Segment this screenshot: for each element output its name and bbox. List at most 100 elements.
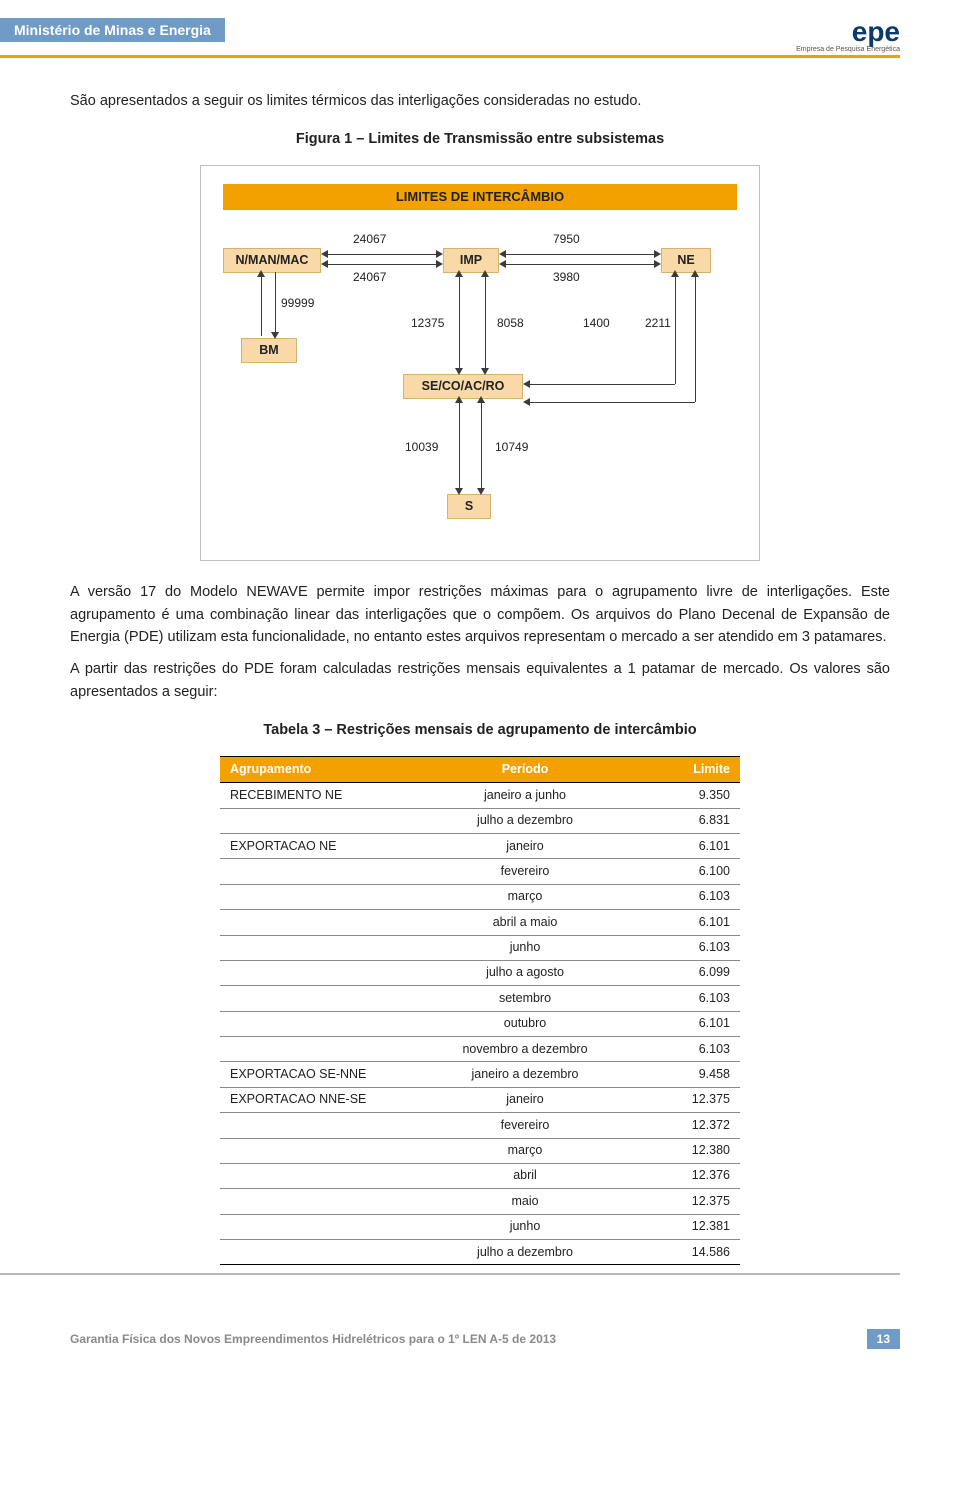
- table-row: maio12.375: [220, 1189, 740, 1214]
- val-imp-se-right: 8058: [497, 314, 524, 333]
- cell-limite: 9.458: [650, 1062, 740, 1087]
- page-number: 13: [867, 1329, 900, 1349]
- cell-agrupamento: [220, 1214, 400, 1239]
- table-row: novembro a dezembro6.103: [220, 1037, 740, 1062]
- cell-periodo: junho: [400, 935, 650, 960]
- table-row: abril12.376: [220, 1163, 740, 1188]
- ministry-band: Ministério de Minas e Energia: [0, 18, 225, 42]
- cell-limite: 12.376: [650, 1163, 740, 1188]
- cell-agrupamento: [220, 1189, 400, 1214]
- cell-agrupamento: [220, 1240, 400, 1265]
- cell-limite: 6.831: [650, 808, 740, 833]
- cell-limite: 9.350: [650, 783, 740, 808]
- cell-agrupamento: [220, 1113, 400, 1138]
- cell-periodo: janeiro a dezembro: [400, 1062, 650, 1087]
- cell-limite: 6.103: [650, 1037, 740, 1062]
- cell-limite: 6.101: [650, 834, 740, 859]
- diagram-canvas: N/MAN/MAC IMP NE BM SE/CO/AC/RO S 24067 …: [223, 226, 737, 536]
- table-row: março6.103: [220, 884, 740, 909]
- col-agrupamento: Agrupamento: [220, 756, 400, 782]
- cell-limite: 6.101: [650, 910, 740, 935]
- table-row: EXPORTACAO NNE-SEjaneiro12.375: [220, 1087, 740, 1112]
- node-s: S: [447, 494, 491, 519]
- cell-agrupamento: [220, 808, 400, 833]
- cell-agrupamento: [220, 1163, 400, 1188]
- paragraph-1: São apresentados a seguir os limites tér…: [70, 90, 890, 112]
- cell-periodo: abril: [400, 1163, 650, 1188]
- figure-title: Figura 1 – Limites de Transmissão entre …: [70, 128, 890, 150]
- cell-agrupamento: [220, 960, 400, 985]
- cell-periodo: setembro: [400, 986, 650, 1011]
- table-row: setembro6.103: [220, 986, 740, 1011]
- cell-agrupamento: [220, 1037, 400, 1062]
- cell-periodo: fevereiro: [400, 1113, 650, 1138]
- val-se-s-right: 10749: [495, 438, 528, 457]
- val-imp-ne-bot: 3980: [553, 268, 580, 287]
- diagram-container: LIMITES DE INTERCÂMBIO N/MAN/MAC IMP NE …: [200, 165, 760, 561]
- node-bm: BM: [241, 338, 297, 363]
- table-row: fevereiro6.100: [220, 859, 740, 884]
- cell-periodo: julho a dezembro: [400, 1240, 650, 1265]
- cell-agrupamento: EXPORTACAO SE-NNE: [220, 1062, 400, 1087]
- cell-periodo: junho: [400, 1214, 650, 1239]
- cell-periodo: janeiro a junho: [400, 783, 650, 808]
- table-row: outubro6.101: [220, 1011, 740, 1036]
- val-imp-se-left: 12375: [411, 314, 444, 333]
- page-footer: Garantia Física dos Novos Empreendimento…: [0, 1321, 960, 1349]
- logo-main: epe: [796, 18, 900, 46]
- table-header-row: Agrupamento Período Limite: [220, 756, 740, 782]
- cell-periodo: janeiro: [400, 834, 650, 859]
- cell-periodo: janeiro: [400, 1087, 650, 1112]
- val-nman-bm: 99999: [281, 294, 314, 313]
- cell-limite: 14.586: [650, 1240, 740, 1265]
- table-row: abril a maio6.101: [220, 910, 740, 935]
- cell-periodo: abril a maio: [400, 910, 650, 935]
- cell-limite: 12.375: [650, 1189, 740, 1214]
- cell-agrupamento: [220, 910, 400, 935]
- col-periodo: Período: [400, 756, 650, 782]
- val-imp-ne-top: 7950: [553, 230, 580, 249]
- cell-periodo: fevereiro: [400, 859, 650, 884]
- table-title: Tabela 3 – Restrições mensais de agrupam…: [70, 719, 890, 741]
- cell-agrupamento: [220, 884, 400, 909]
- table-row: junho12.381: [220, 1214, 740, 1239]
- cell-periodo: julho a agosto: [400, 960, 650, 985]
- cell-periodo: março: [400, 884, 650, 909]
- paragraph-3: A partir das restrições do PDE foram cal…: [70, 658, 890, 703]
- cell-agrupamento: [220, 859, 400, 884]
- cell-agrupamento: RECEBIMENTO NE: [220, 783, 400, 808]
- table-row: EXPORTACAO NEjaneiro6.101: [220, 834, 740, 859]
- cell-agrupamento: [220, 1011, 400, 1036]
- cell-periodo: novembro a dezembro: [400, 1037, 650, 1062]
- table-row: junho6.103: [220, 935, 740, 960]
- cell-periodo: maio: [400, 1189, 650, 1214]
- paragraph-2: A versão 17 do Modelo NEWAVE permite imp…: [70, 581, 890, 648]
- table-row: RECEBIMENTO NEjaneiro a junho9.350: [220, 783, 740, 808]
- table-row: julho a agosto6.099: [220, 960, 740, 985]
- cell-agrupamento: [220, 986, 400, 1011]
- cell-agrupamento: EXPORTACAO NNE-SE: [220, 1087, 400, 1112]
- cell-periodo: julho a dezembro: [400, 808, 650, 833]
- table-row: fevereiro12.372: [220, 1113, 740, 1138]
- table-row: julho a dezembro14.586: [220, 1240, 740, 1265]
- cell-limite: 12.381: [650, 1214, 740, 1239]
- val-nman-imp-top: 24067: [353, 230, 386, 249]
- cell-limite: 12.380: [650, 1138, 740, 1163]
- cell-limite: 6.101: [650, 1011, 740, 1036]
- table-row: março12.380: [220, 1138, 740, 1163]
- cell-periodo: março: [400, 1138, 650, 1163]
- diagram-title: LIMITES DE INTERCÂMBIO: [223, 184, 737, 210]
- epe-logo: epe Empresa de Pesquisa Energética: [796, 18, 900, 53]
- node-secoacro: SE/CO/AC/RO: [403, 374, 523, 399]
- cell-limite: 6.103: [650, 935, 740, 960]
- cell-limite: 12.375: [650, 1087, 740, 1112]
- cell-limite: 6.099: [650, 960, 740, 985]
- restricoes-table: Agrupamento Período Limite RECEBIMENTO N…: [220, 756, 740, 1266]
- footer-text: Garantia Física dos Novos Empreendimento…: [70, 1332, 556, 1346]
- logo-subtitle: Empresa de Pesquisa Energética: [796, 46, 900, 53]
- node-imp: IMP: [443, 248, 499, 273]
- cell-limite: 6.103: [650, 986, 740, 1011]
- val-ne-se-left: 1400: [583, 314, 610, 333]
- cell-agrupamento: [220, 935, 400, 960]
- table-row: julho a dezembro6.831: [220, 808, 740, 833]
